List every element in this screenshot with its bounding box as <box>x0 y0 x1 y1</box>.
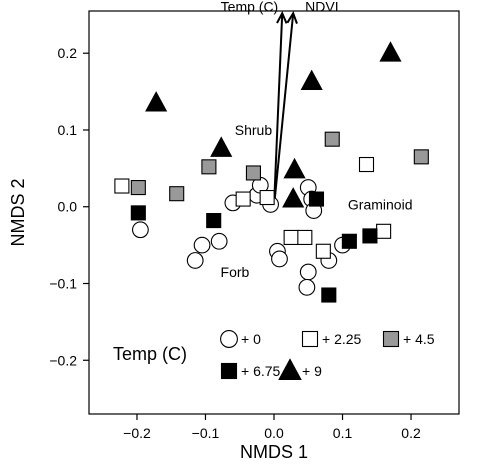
data-point <box>259 189 275 206</box>
vector-label: NDVI <box>305 0 338 14</box>
data-point <box>283 157 306 179</box>
data-points <box>114 41 429 303</box>
data-point <box>413 149 429 165</box>
y-tick-label: 0.2 <box>58 45 78 61</box>
data-point <box>358 156 375 173</box>
annotation-label: Forb <box>221 264 250 280</box>
data-point <box>341 233 357 249</box>
data-point <box>193 236 211 254</box>
axes: −0.2 −0.1 0.0 0.1 0.2 −0.2 −0.1 0.0 0.1 0.2 NMDS 1… <box>8 10 460 462</box>
legend-label: + 6.75 <box>241 363 281 379</box>
annotation-label: Shrub <box>235 122 273 138</box>
data-point <box>210 136 233 157</box>
y-tick-label: −0.1 <box>49 276 77 292</box>
x-tick-label: −0.1 <box>192 425 220 441</box>
legend-marker <box>382 330 400 348</box>
vector-arrowhead <box>276 11 288 24</box>
data-point <box>362 228 378 244</box>
vector-line <box>273 13 284 207</box>
data-point <box>114 178 130 194</box>
data-point <box>235 191 251 207</box>
legend-label: + 2.25 <box>322 331 362 347</box>
legend-label: + 0 <box>241 331 261 347</box>
vector-line <box>273 13 295 207</box>
legend-marker <box>301 330 319 348</box>
x-tick-label: −0.2 <box>123 425 151 441</box>
annotations: Temp (C) NDVI Shrub Graminoid Forb <box>221 0 413 280</box>
data-point <box>245 165 261 181</box>
x-tick-label: 0.0 <box>264 425 284 441</box>
data-point <box>130 180 146 196</box>
legend: Temp (C) + 0 + 2.25 + 4.5 + 6.75 + 9 <box>113 330 435 380</box>
data-point <box>201 159 217 175</box>
data-point <box>308 191 325 207</box>
data-point <box>299 263 317 281</box>
y-axis-title: NMDS 2 <box>8 178 28 246</box>
y-tick-label: 0.1 <box>58 122 78 138</box>
legend-title: Temp (C) <box>113 344 187 364</box>
data-point <box>206 213 222 229</box>
series-2 <box>130 131 429 202</box>
vector-arrowhead <box>286 11 298 24</box>
series-4 <box>145 41 402 208</box>
vector-label: Temp (C) <box>221 0 279 14</box>
data-point <box>376 223 392 239</box>
data-point <box>169 186 185 202</box>
data-point <box>315 243 331 259</box>
data-point <box>283 229 299 245</box>
y-tick-label: −0.2 <box>49 352 77 368</box>
data-point <box>379 41 402 62</box>
data-point <box>282 187 305 208</box>
data-point <box>271 250 288 268</box>
data-point <box>186 252 204 269</box>
legend-marker <box>278 358 302 380</box>
legend-label: + 9 <box>302 363 322 379</box>
annotation-label: Graminoid <box>348 196 413 212</box>
y-tick-label: 0.0 <box>58 199 78 215</box>
legend-marker <box>220 330 238 348</box>
data-point <box>131 221 149 239</box>
x-tick-label: 0.2 <box>401 425 421 441</box>
series-1 <box>114 156 392 259</box>
x-axis-title: NMDS 1 <box>240 442 308 462</box>
data-point <box>145 91 168 112</box>
data-point <box>130 205 146 221</box>
series-3 <box>130 191 378 303</box>
data-point <box>298 278 316 296</box>
data-point <box>300 69 323 91</box>
vectors <box>273 11 298 207</box>
data-point <box>324 131 340 147</box>
legend-label: + 4.5 <box>403 331 435 347</box>
data-point <box>297 229 313 245</box>
legend-marker <box>220 362 238 380</box>
data-point <box>210 232 228 250</box>
x-tick-label: 0.1 <box>333 425 353 441</box>
data-point <box>321 287 337 303</box>
